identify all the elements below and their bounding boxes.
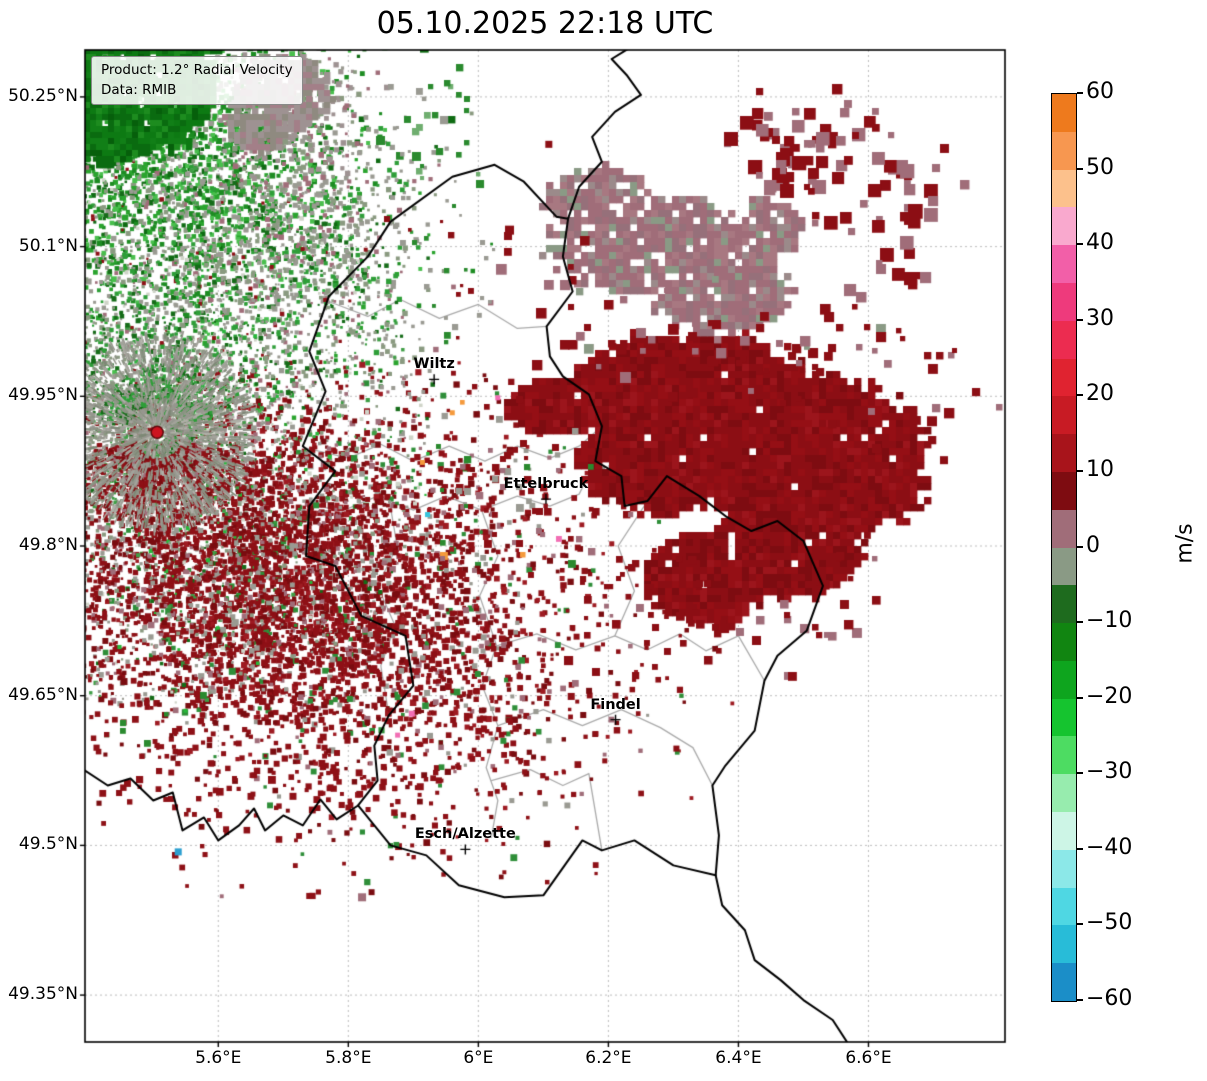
colorbar-tick-label: −60 (1086, 986, 1133, 1011)
colorbar-segment (1052, 925, 1076, 964)
city-label: Findel (590, 696, 641, 713)
colorbar-segment (1052, 94, 1076, 133)
colorbar-tick-mark (1077, 696, 1083, 699)
colorbar-tick-mark (1077, 621, 1083, 624)
colorbar-segment (1052, 963, 1076, 1001)
colorbar-segment (1052, 131, 1076, 171)
colorbar-tick-label: 60 (1086, 79, 1114, 104)
colorbar-segment (1052, 849, 1076, 889)
x-tick-label: 6.6°E (845, 1048, 892, 1068)
colorbar-segment (1052, 774, 1076, 813)
colorbar-tick-label: −40 (1086, 834, 1133, 860)
y-tick-label: 49.95°N (8, 385, 78, 406)
x-tick-label: 6.4°E (715, 1048, 762, 1068)
colorbar-segment (1052, 434, 1076, 473)
colorbar-segment (1052, 282, 1076, 322)
colorbar-tick-mark (1077, 999, 1083, 1001)
colorbar-tick-label: 10 (1086, 456, 1114, 482)
x-tick-label: 6.2°E (585, 1048, 632, 1068)
x-tick-label: 5.6°E (195, 1048, 242, 1068)
colorbar-tick-mark (1077, 469, 1083, 472)
colorbar-tick-label: 30 (1086, 305, 1114, 331)
colorbar-segment (1052, 245, 1076, 284)
x-tick-label: 6°E (463, 1048, 494, 1068)
colorbar-tick-mark (1077, 772, 1083, 775)
colorbar-segment (1052, 698, 1076, 738)
colorbar-segment (1052, 396, 1076, 435)
colorbar-tick-mark (1077, 318, 1083, 321)
colorbar-tick-label: −20 (1086, 683, 1133, 709)
colorbar-tick-label: −30 (1086, 759, 1133, 785)
colorbar-segment (1052, 736, 1076, 775)
colorbar-tick-label: 40 (1086, 230, 1114, 256)
x-tick-label: 5.8°E (325, 1048, 372, 1068)
colorbar-unit-label: m/s (1172, 523, 1198, 564)
colorbar-segment (1052, 169, 1076, 208)
colorbar-tick-mark (1077, 923, 1083, 926)
colorbar-segment (1052, 812, 1076, 851)
y-tick-label: 49.35°N (8, 984, 78, 1005)
y-tick-label: 50.25°N (8, 85, 78, 106)
city-label: Ettelbruck (503, 476, 589, 493)
city-label: Esch/Alzette (414, 826, 516, 843)
y-tick-label: 49.8°N (18, 535, 78, 555)
colorbar-tick-mark (1077, 394, 1083, 397)
product-label: Product: 1.2° Radial Velocity (101, 62, 293, 78)
city-label: Wiltz (413, 356, 455, 373)
colorbar-segment (1052, 623, 1076, 662)
colorbar-tick-mark (1077, 545, 1083, 548)
colorbar-segment (1052, 585, 1076, 624)
colorbar-tick-mark (1077, 847, 1083, 850)
colorbar-tick-label: 0 (1086, 532, 1100, 558)
colorbar-tick-mark (1077, 92, 1083, 94)
y-tick-label: 49.5°N (18, 834, 78, 855)
product-info-box: Product: 1.2° Radial Velocity Data: RMIB (91, 56, 303, 106)
colorbar-segment (1052, 660, 1076, 700)
colorbar-segment (1052, 547, 1076, 586)
y-tick-label: 49.65°N (8, 684, 78, 705)
colorbar-segment (1052, 887, 1076, 927)
data-source-label: Data: RMIB (101, 81, 177, 98)
figure-title: 05.10.2025 22:18 UTC (376, 6, 714, 41)
colorbar (1051, 93, 1077, 1002)
colorbar-tick-label: −50 (1086, 910, 1133, 936)
colorbar-segment (1052, 207, 1076, 246)
colorbar-tick-label: −10 (1086, 608, 1133, 634)
colorbar-tick-label: 20 (1086, 381, 1114, 407)
colorbar-segment (1052, 358, 1076, 397)
colorbar-tick-mark (1077, 243, 1083, 246)
colorbar-segment (1052, 509, 1076, 549)
colorbar-tick-label: 50 (1086, 154, 1114, 180)
colorbar-segment (1052, 320, 1076, 360)
colorbar-segment (1052, 471, 1076, 511)
y-tick-label: 50.1°N (18, 235, 78, 256)
colorbar-tick-mark (1077, 167, 1083, 170)
